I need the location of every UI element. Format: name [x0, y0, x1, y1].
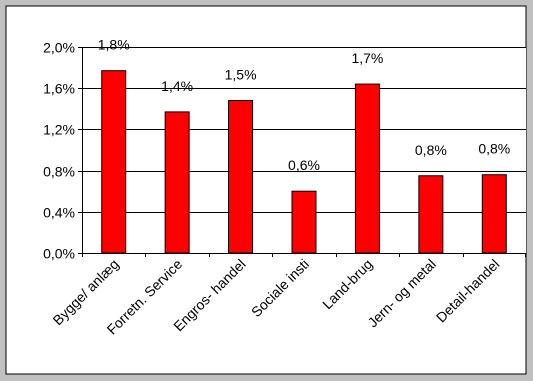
bar [291, 190, 317, 254]
axes [78, 47, 526, 257]
bar [101, 70, 127, 254]
y-tick-label: 2,0% [43, 40, 75, 56]
data-label: 1,4% [161, 78, 193, 94]
y-tick-label: 1,6% [43, 81, 75, 97]
y-tick-label: 0,8% [43, 164, 75, 180]
data-label: 1,7% [351, 50, 383, 66]
y-tick-label: 0,4% [43, 205, 75, 221]
bar [228, 100, 254, 254]
bar [481, 174, 507, 254]
data-label: 0,6% [288, 157, 320, 173]
y-tick-label: 0,0% [43, 246, 75, 262]
bars [101, 70, 507, 254]
data-labels: 1,8% 1,4% 1,5% 0,6% 1,7% 0,8% 0,8% [98, 37, 510, 174]
data-label: 1,5% [225, 67, 257, 83]
bar [164, 111, 190, 254]
y-tick-labels: 0,0% 0,4% 0,8% 1,2% 1,6% 2,0% [43, 40, 75, 262]
bar [354, 83, 380, 254]
data-label: 0,8% [478, 141, 510, 157]
y-tick-label: 1,2% [43, 122, 75, 138]
data-label: 0,8% [415, 142, 447, 158]
data-label: 1,8% [98, 37, 130, 53]
bar [418, 175, 444, 254]
